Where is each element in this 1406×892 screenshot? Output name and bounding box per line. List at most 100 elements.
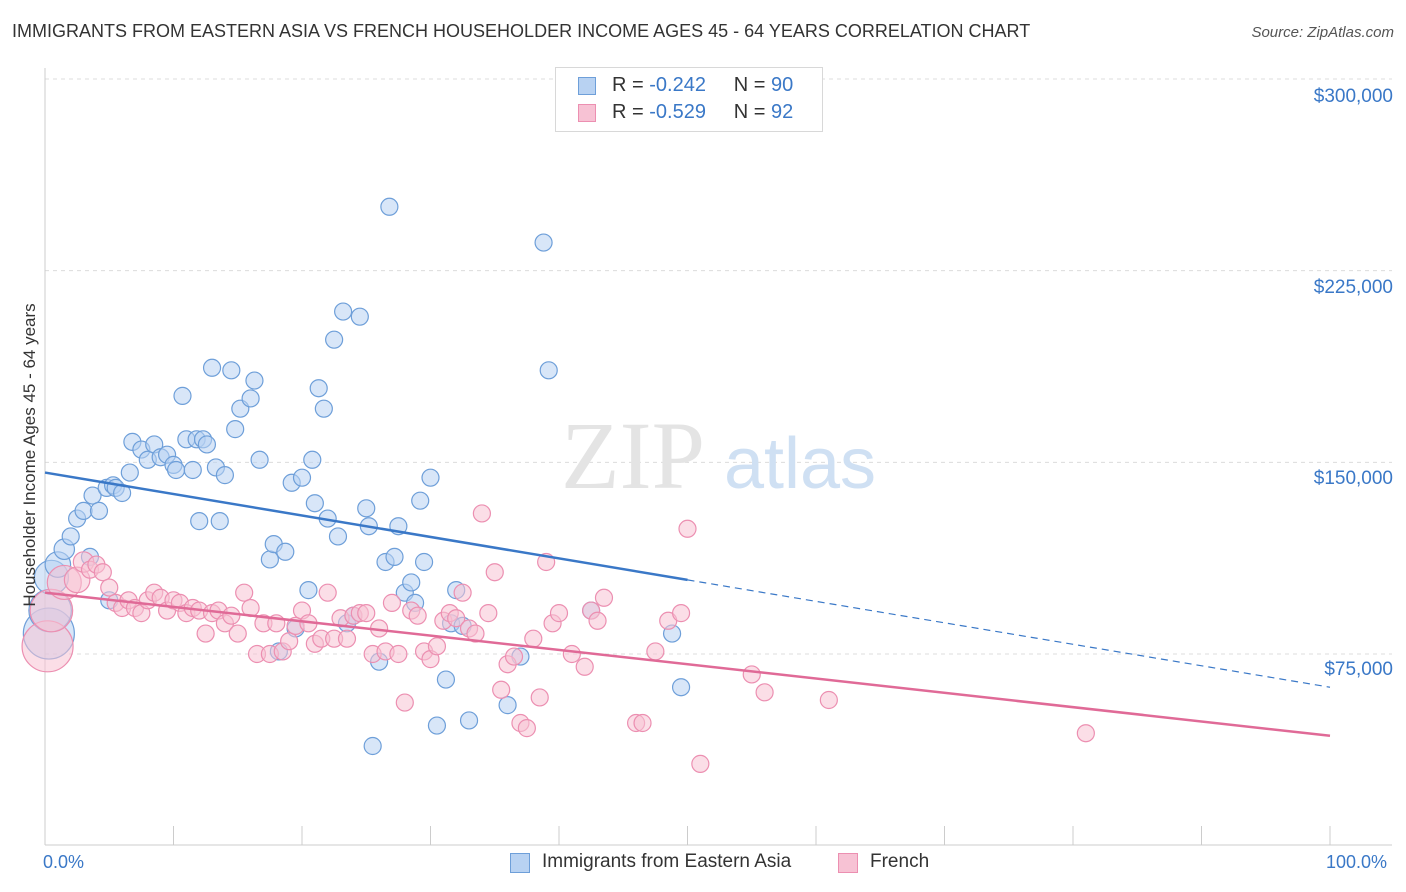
data-point [363, 736, 382, 756]
y-tick-label-225k: $225,000 [1313, 277, 1393, 298]
data-point [395, 693, 414, 712]
data-point [222, 606, 241, 625]
data-point [93, 563, 112, 582]
x-tick-label-max: 100.0% [1326, 852, 1388, 872]
data-point [210, 512, 229, 531]
data-point [299, 581, 318, 600]
data-point [328, 527, 348, 546]
data-point [575, 657, 594, 676]
data-point [380, 197, 399, 216]
data-point [74, 501, 93, 520]
data-point [447, 609, 466, 628]
data-point [742, 665, 761, 684]
data-point [562, 644, 581, 664]
series-french-points [21, 504, 1095, 773]
legend-r-label: R = [612, 101, 644, 123]
data-point [228, 624, 247, 643]
data-point [671, 678, 691, 697]
legend-swatch-pink [838, 853, 858, 873]
data-point [350, 307, 369, 326]
data-point [498, 696, 517, 715]
legend-n-value: 92 [771, 101, 794, 123]
data-point [314, 399, 333, 418]
data-point [459, 711, 479, 730]
data-point [196, 624, 215, 643]
y-tick-label-300k: $300,000 [1313, 86, 1393, 107]
data-point [357, 604, 376, 623]
data-point [235, 583, 254, 602]
data-point [245, 371, 264, 390]
data-point [646, 642, 665, 661]
grid-lines [45, 78, 1392, 655]
data-point [276, 542, 295, 561]
data-point [89, 501, 109, 520]
y-tick-label-150k: $150,000 [1313, 468, 1393, 489]
data-point [530, 688, 549, 707]
data-point [524, 629, 543, 648]
data-point [260, 550, 279, 569]
legend-label-french: French [870, 851, 930, 872]
data-point [241, 389, 260, 408]
axes [44, 68, 1392, 846]
data-point [633, 713, 652, 733]
data-point [453, 583, 472, 602]
data-point [504, 647, 524, 666]
data-point [402, 573, 421, 592]
data-point [318, 583, 337, 602]
data-point [485, 563, 504, 582]
data-point [421, 468, 440, 487]
data-point [226, 420, 245, 439]
data-point [197, 435, 217, 454]
data-point [190, 512, 209, 531]
correlation-legend: R = -0.242 N = 90 R = -0.529 N = 92 [555, 67, 823, 132]
chart-title: IMMIGRANTS FROM EASTERN ASIA VS FRENCH H… [12, 21, 1031, 41]
data-point [222, 361, 241, 380]
data-point [120, 463, 139, 482]
data-point [594, 588, 614, 607]
data-point [325, 330, 344, 349]
watermark-zip: ZIP [561, 402, 705, 509]
legend-swatch-pink [578, 104, 596, 122]
legend-r-value: -0.242 [649, 74, 706, 96]
data-point [678, 519, 697, 538]
data-point [100, 578, 119, 597]
trend-line-french [44, 591, 1331, 738]
x-tick-label-min: 0.0% [43, 852, 85, 872]
data-point [202, 358, 222, 377]
data-point [303, 450, 322, 469]
data-point [408, 606, 427, 625]
data-point [83, 486, 102, 505]
legend-r-value: -0.529 [649, 101, 706, 123]
data-point [250, 450, 269, 469]
data-point [61, 527, 80, 546]
watermark-atlas: atlas [724, 424, 876, 504]
data-point [492, 680, 511, 699]
y-axis-label: Householder Income Ages 45 - 64 years [20, 303, 39, 607]
data-point [173, 386, 192, 405]
data-point [436, 670, 456, 689]
data-point [280, 632, 299, 651]
data-point [385, 547, 404, 566]
data-point [671, 604, 691, 623]
data-point [305, 494, 324, 513]
data-point [427, 716, 447, 735]
data-point [292, 468, 312, 487]
data-point [382, 593, 402, 612]
trend-lines [44, 471, 1331, 738]
legend-n-label: N = [733, 74, 766, 96]
trend-line-eastern-asia [44, 471, 688, 582]
legend-swatch-blue [578, 77, 596, 95]
data-point [755, 683, 774, 702]
data-point [691, 754, 710, 773]
data-point [183, 460, 202, 480]
y-tick-label-75k: $75,000 [1324, 659, 1393, 680]
data-point [1076, 724, 1095, 743]
data-point [357, 499, 376, 518]
trend-line-eastern-asia-extension [687, 579, 1331, 688]
data-point [472, 504, 491, 523]
legend-swatch-blue [510, 853, 530, 873]
data-point [517, 719, 536, 738]
data-point [215, 466, 234, 485]
data-point [819, 690, 838, 710]
